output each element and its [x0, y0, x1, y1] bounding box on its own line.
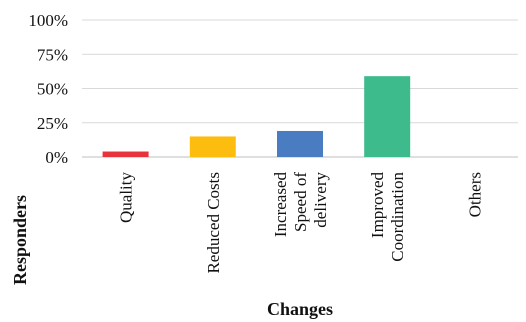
bar-3 [364, 76, 411, 157]
y-tick-label: 0% [45, 148, 68, 167]
x-category-line: Others [465, 172, 484, 217]
x-category-label: Others [465, 172, 484, 217]
bar-1 [189, 136, 236, 157]
x-category-label: Reduced Costs [204, 172, 223, 274]
y-tick-label: 75% [37, 45, 68, 64]
x-category-line: Coordination [388, 172, 407, 262]
bar-0 [102, 151, 149, 157]
x-category-label: Quality [117, 172, 136, 223]
bars [102, 76, 411, 157]
y-tick-label: 100% [28, 11, 68, 30]
x-category-label: ImprovedCoordination [368, 172, 407, 262]
x-category-line: Speed of [291, 172, 310, 232]
y-axis-title: Responders [10, 195, 30, 285]
y-tick-label: 50% [37, 80, 68, 99]
x-category-line: Increased [271, 172, 290, 238]
bar-2 [277, 130, 323, 157]
x-category-line: Reduced Costs [204, 172, 223, 274]
y-axis-ticks: 0% 25% 50% 75% 100% [28, 11, 68, 167]
x-category-line: delivery [311, 172, 330, 228]
x-category-line: Quality [117, 172, 136, 223]
y-tick-label: 25% [37, 114, 68, 133]
x-axis-categories: Quality Reduced Costs IncreasedSpeed ofdel… [117, 172, 485, 274]
gridlines [82, 19, 518, 158]
x-category-label: IncreasedSpeed ofdelivery [271, 172, 330, 238]
x-category-line: Improved [368, 172, 387, 239]
x-axis-title: Changes [267, 299, 333, 319]
